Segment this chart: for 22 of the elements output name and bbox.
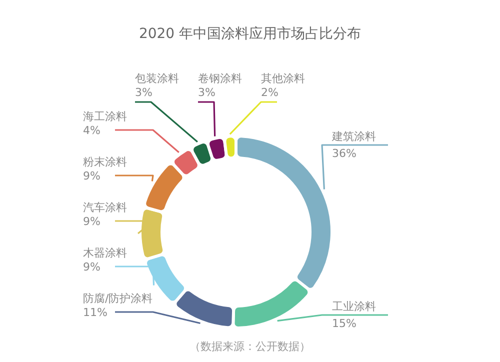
chart-title: 2020 年中国涂料应用市场占比分布	[138, 26, 362, 42]
data-label: 15%	[332, 317, 356, 330]
data-label: 4%	[83, 124, 100, 137]
data-label: 3%	[198, 86, 216, 99]
data-label: 9%	[83, 215, 100, 228]
slice-label: 汽车涂料	[83, 201, 127, 214]
data-label: 9%	[83, 170, 100, 182]
slice-label: 木器涂料	[83, 246, 127, 260]
slice-label: 防腐/防护涂料	[83, 292, 153, 305]
slice-label: 其他涂料	[261, 72, 305, 85]
data-label: 2%	[261, 86, 278, 99]
slice-label: 卷钢涂料	[198, 72, 242, 85]
data-label: 9%	[83, 260, 100, 274]
slice-label: 粉末涂料	[83, 156, 127, 168]
slice-label: 工业涂料	[332, 300, 376, 313]
slice-label: 海工涂料	[83, 110, 127, 123]
slice-label: 包装涂料	[135, 72, 179, 85]
data-label: 11%	[83, 306, 108, 319]
data-label: 3%	[135, 86, 152, 99]
data-label: 36%	[332, 147, 356, 160]
text: （数据来源：公开数据）	[190, 340, 310, 353]
slice-label: 建筑涂料	[331, 130, 376, 143]
